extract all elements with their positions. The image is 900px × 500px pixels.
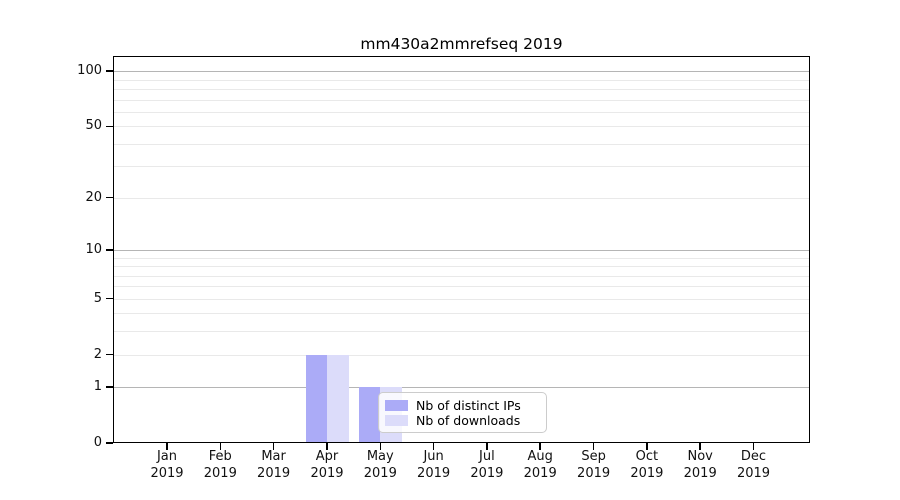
x-tick-year: 2019 <box>683 465 717 481</box>
gridline <box>113 313 810 315</box>
y-tick-label: 0 <box>93 435 102 450</box>
x-tick-month: Dec <box>740 449 767 464</box>
x-tick-month: Sep <box>581 449 606 464</box>
x-tick-label: Oct 2019 <box>615 449 679 482</box>
x-tick-mark <box>699 443 701 450</box>
x-tick-year: 2019 <box>257 465 291 481</box>
gridline <box>113 143 810 145</box>
y-tick-mark <box>106 196 113 199</box>
x-tick-label: May 2019 <box>348 449 412 482</box>
y-tick-mark <box>106 249 113 251</box>
x-tick-label: Aug 2019 <box>508 449 572 482</box>
gridline <box>113 99 810 101</box>
y-tick-mark <box>106 353 113 356</box>
x-tick-mark <box>752 443 755 450</box>
y-tick-label: 5 <box>93 290 102 306</box>
y-tick-mark <box>106 125 113 128</box>
x-tick-label: Nov 2019 <box>668 449 732 482</box>
x-tick-label: Feb 2019 <box>188 449 252 482</box>
x-tick-mark <box>646 443 648 450</box>
gridline <box>113 89 810 90</box>
x-tick-label: Jul 2019 <box>455 449 519 482</box>
x-tick-mark <box>166 443 168 450</box>
x-tick-mark <box>592 443 595 450</box>
x-tick-mark <box>379 443 382 450</box>
x-tick-mark <box>486 443 488 450</box>
gridline <box>113 111 810 113</box>
legend-row-distinct-ips: Nb of distinct IPs <box>385 398 538 413</box>
y-tick-label: 50 <box>85 118 102 134</box>
bar-distinct-ips <box>305 354 327 443</box>
x-tick-month: Oct <box>635 449 659 464</box>
x-tick-month: Nov <box>687 449 713 464</box>
x-tick-year: 2019 <box>470 465 504 481</box>
x-tick-month: Feb <box>208 449 232 464</box>
x-tick-mark <box>326 443 328 450</box>
legend-row-downloads: Nb of downloads <box>385 413 538 428</box>
gridline <box>113 298 810 300</box>
plot-area: Nb of distinct IPs Nb of downloads <box>113 56 810 443</box>
gridline <box>113 126 810 128</box>
x-tick-label: Dec 2019 <box>722 449 786 482</box>
legend-label-downloads: Nb of downloads <box>416 413 521 428</box>
x-tick-month: Mar <box>261 449 286 464</box>
x-tick-mark <box>539 443 541 450</box>
gridline <box>113 166 810 168</box>
gridline <box>113 266 810 267</box>
x-tick-label: Mar 2019 <box>242 449 306 482</box>
x-tick-label: Apr 2019 <box>295 449 359 482</box>
x-tick-year: 2019 <box>203 465 237 481</box>
x-tick-year: 2019 <box>630 465 664 481</box>
x-tick-year: 2019 <box>523 465 557 481</box>
gridline <box>113 71 810 73</box>
chart-title: mm430a2mmrefseq 2019 <box>360 35 563 53</box>
gridline <box>113 387 810 389</box>
x-tick-year: 2019 <box>150 465 184 481</box>
x-tick-mark <box>272 443 275 450</box>
x-tick-label: Jun 2019 <box>402 449 466 482</box>
x-tick-year: 2019 <box>310 465 344 481</box>
y-tick-mark <box>106 442 113 444</box>
gridline <box>113 257 810 259</box>
y-tick-mark <box>106 70 113 72</box>
legend: Nb of distinct IPs Nb of downloads <box>378 392 547 433</box>
gridline <box>113 197 810 199</box>
x-tick-mark <box>432 443 435 450</box>
bar-downloads <box>327 354 349 443</box>
x-tick-year: 2019 <box>577 465 611 481</box>
x-tick-label: Jan 2019 <box>135 449 199 482</box>
x-tick-year: 2019 <box>736 465 771 481</box>
gridline <box>113 331 810 333</box>
x-tick-month: May <box>366 449 394 464</box>
gridline <box>113 286 810 288</box>
x-tick-month: Jul <box>479 449 495 464</box>
legend-swatch-downloads <box>385 415 408 426</box>
gridline <box>113 249 810 251</box>
x-tick-year: 2019 <box>363 465 397 481</box>
y-tick-label: 2 <box>93 346 102 362</box>
y-tick-label: 20 <box>85 189 102 205</box>
x-tick-mark <box>219 443 222 450</box>
x-tick-month: Jun <box>423 449 444 464</box>
y-tick-mark <box>106 297 113 300</box>
y-tick-mark <box>106 386 113 388</box>
x-tick-month: Jan <box>156 449 178 464</box>
legend-label-distinct-ips: Nb of distinct IPs <box>416 398 521 413</box>
y-tick-label: 1 <box>93 379 102 395</box>
x-tick-label: Sep 2019 <box>562 449 626 482</box>
y-tick-label: 100 <box>77 63 102 79</box>
bar-distinct-ips <box>358 387 381 443</box>
x-tick-month: Apr <box>315 449 339 464</box>
x-tick-month: Aug <box>527 449 553 464</box>
gridline <box>113 354 810 356</box>
legend-swatch-distinct-ips <box>385 400 408 411</box>
gridline <box>113 275 810 277</box>
y-tick-label: 10 <box>85 241 102 257</box>
x-tick-year: 2019 <box>417 465 451 481</box>
gridline <box>113 79 810 81</box>
